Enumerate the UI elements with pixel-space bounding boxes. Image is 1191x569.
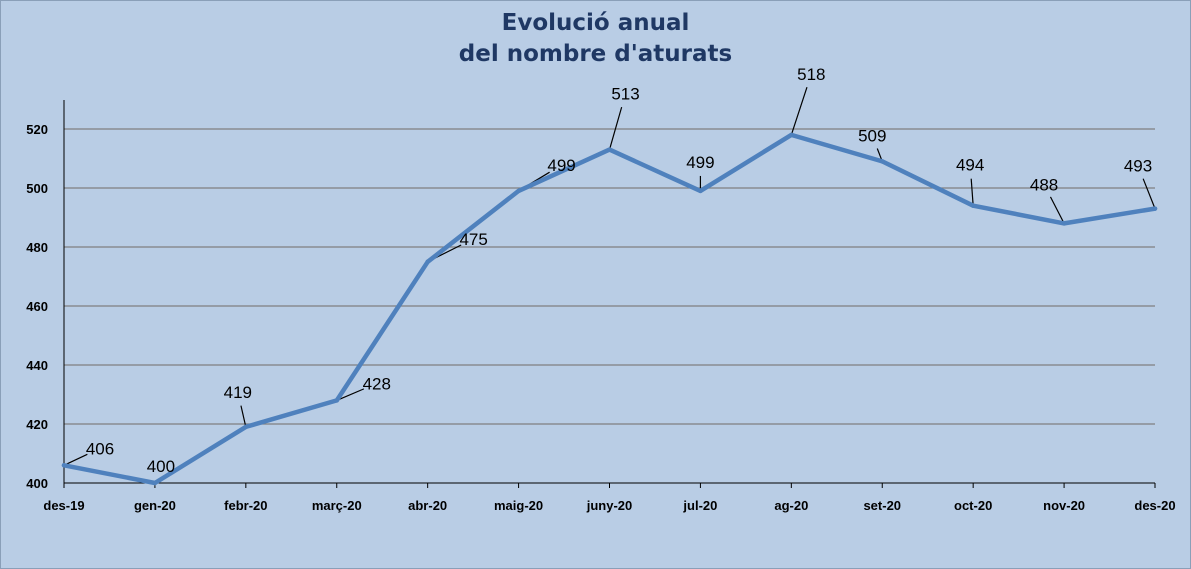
data-label: 419 bbox=[224, 383, 252, 402]
x-tick-label: jul-20 bbox=[682, 498, 717, 513]
data-point bbox=[607, 147, 612, 152]
data-point bbox=[425, 259, 430, 264]
data-labels: 406 400 419 428 475 499 513 499 518 509 494 488 493 bbox=[86, 65, 1152, 476]
data-label: 494 bbox=[956, 156, 984, 175]
y-tick-label: 460 bbox=[26, 299, 48, 314]
data-label: 406 bbox=[86, 439, 114, 458]
gridlines bbox=[64, 128, 1155, 425]
x-tick-label: nov-20 bbox=[1043, 498, 1085, 513]
label-leader bbox=[970, 178, 974, 206]
label-leader bbox=[608, 106, 623, 150]
series-line bbox=[61, 132, 1158, 486]
data-point bbox=[880, 159, 885, 164]
x-tick-label: abr-20 bbox=[408, 498, 447, 513]
data-point bbox=[698, 188, 703, 194]
label-leader bbox=[1142, 178, 1156, 209]
label-leader bbox=[790, 87, 808, 136]
axes: 400 420 440 460 480 500 520 des-19 gen-20 febr-20… bbox=[26, 100, 1176, 513]
series-layer bbox=[61, 132, 1158, 486]
x-tick-label: març-20 bbox=[312, 498, 362, 513]
data-label: 493 bbox=[1124, 157, 1152, 176]
label-leader bbox=[240, 405, 247, 428]
data-label: 513 bbox=[611, 85, 639, 104]
y-tick-label: 400 bbox=[26, 476, 48, 491]
data-point bbox=[334, 398, 339, 403]
x-tick-label: gen-20 bbox=[134, 498, 176, 513]
y-tick-label: 520 bbox=[26, 122, 48, 137]
label-leader bbox=[63, 453, 88, 466]
data-point bbox=[789, 132, 794, 138]
label-leader bbox=[1049, 196, 1065, 224]
x-tick-label: set-20 bbox=[863, 498, 901, 513]
data-label: 400 bbox=[147, 457, 175, 476]
data-label: 475 bbox=[459, 230, 487, 249]
data-point bbox=[152, 480, 158, 486]
data-point bbox=[516, 188, 521, 194]
label-leaders bbox=[63, 87, 1156, 466]
x-tick-label: febr-20 bbox=[224, 498, 267, 513]
data-label: 499 bbox=[686, 153, 714, 172]
data-label: 518 bbox=[797, 65, 825, 84]
x-tick-label: des-19 bbox=[43, 498, 84, 513]
data-label: 428 bbox=[363, 374, 391, 393]
data-point bbox=[1152, 206, 1158, 211]
chart-title-line-2: del nombre d'aturats bbox=[458, 41, 733, 67]
data-label: 499 bbox=[547, 156, 575, 175]
x-tick-label: ag-20 bbox=[774, 498, 808, 513]
x-tick-label: maig-20 bbox=[494, 498, 543, 513]
y-tick-label: 480 bbox=[26, 240, 48, 255]
x-tick-label: des-20 bbox=[1134, 498, 1175, 513]
chart-title: Evolució anual del nombre d'aturats bbox=[0, 8, 1191, 70]
y-tick-label: 440 bbox=[26, 358, 48, 373]
y-tick-label: 500 bbox=[26, 181, 48, 196]
data-point bbox=[970, 203, 976, 208]
data-point bbox=[61, 463, 67, 468]
chart-title-line-1: Evolució anual bbox=[501, 10, 690, 36]
data-label: 509 bbox=[858, 126, 886, 145]
x-tick-label: juny-20 bbox=[586, 498, 633, 513]
y-tick-label: 420 bbox=[26, 417, 48, 432]
data-point bbox=[1061, 221, 1067, 226]
data-label: 488 bbox=[1030, 175, 1058, 194]
x-tick-label: oct-20 bbox=[954, 498, 992, 513]
label-leader bbox=[336, 388, 365, 401]
data-point bbox=[243, 424, 249, 430]
